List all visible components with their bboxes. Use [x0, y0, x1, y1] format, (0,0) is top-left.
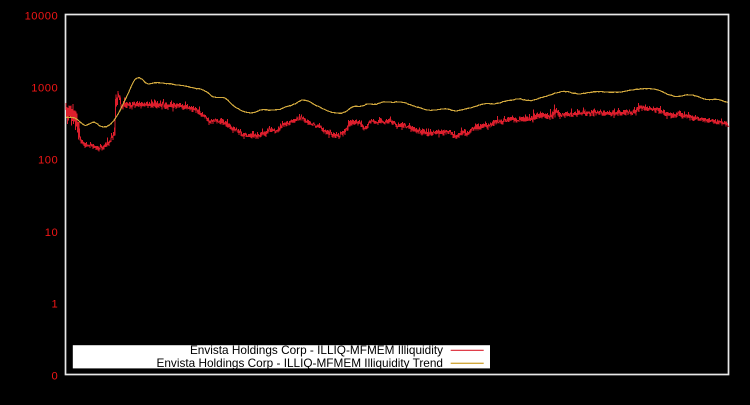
svg-text:10000: 10000 [25, 10, 59, 22]
svg-text:Envista Holdings Corp - ILLIQ-: Envista Holdings Corp - ILLIQ-MFMEM Illi… [157, 356, 444, 370]
svg-text:1000: 1000 [31, 82, 58, 94]
svg-text:1: 1 [51, 298, 58, 310]
svg-text:100: 100 [38, 155, 58, 167]
svg-text:0: 0 [51, 370, 58, 382]
svg-text:Envista Holdings Corp - ILLIQ-: Envista Holdings Corp - ILLIQ-MFMEM Illi… [190, 343, 443, 357]
svg-text:10: 10 [45, 227, 58, 239]
